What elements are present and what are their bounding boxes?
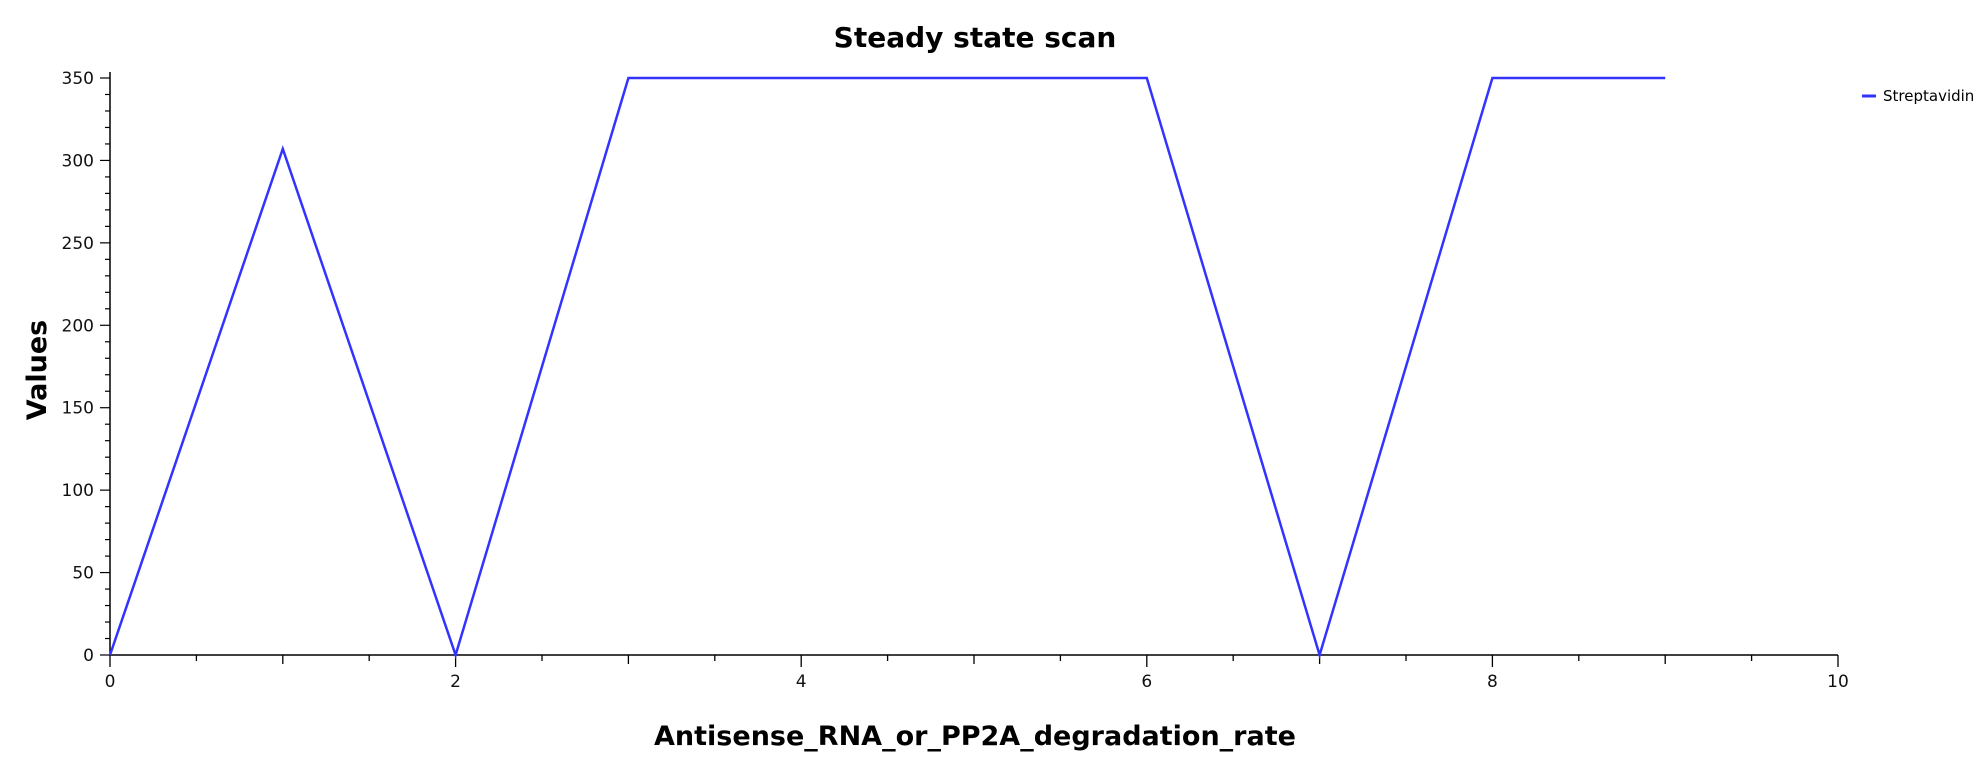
series-line <box>108 76 1666 660</box>
y-tick-label: 50 <box>72 564 94 584</box>
x-tick-label: 0 <box>105 672 116 692</box>
y-tick-label: 300 <box>62 151 94 171</box>
y-tick-label: 0 <box>83 646 94 666</box>
x-tick-label: 10 <box>1827 672 1849 692</box>
y-tick-label: 350 <box>62 69 94 89</box>
legend-label: Streptavidin <box>1883 87 1974 105</box>
x-tick-label: 6 <box>1141 672 1152 692</box>
y-tick-label: 250 <box>62 234 94 254</box>
x-tick-label: 2 <box>450 672 461 692</box>
axes <box>109 72 1838 656</box>
y-axis-title: Values <box>22 320 53 421</box>
x-tick-label: 8 <box>1487 672 1498 692</box>
y-tick-label: 150 <box>62 399 94 419</box>
y-tick-label: 200 <box>62 316 94 336</box>
chart-title: Steady state scan <box>834 21 1117 54</box>
series-group <box>108 76 1666 660</box>
x-axis-title: Antisense_RNA_or_PP2A_degradation_rate <box>654 721 1296 752</box>
legend: Streptavidin <box>1862 87 1974 105</box>
x-tick-label: 4 <box>796 672 807 692</box>
y-tick-label: 100 <box>62 481 94 501</box>
